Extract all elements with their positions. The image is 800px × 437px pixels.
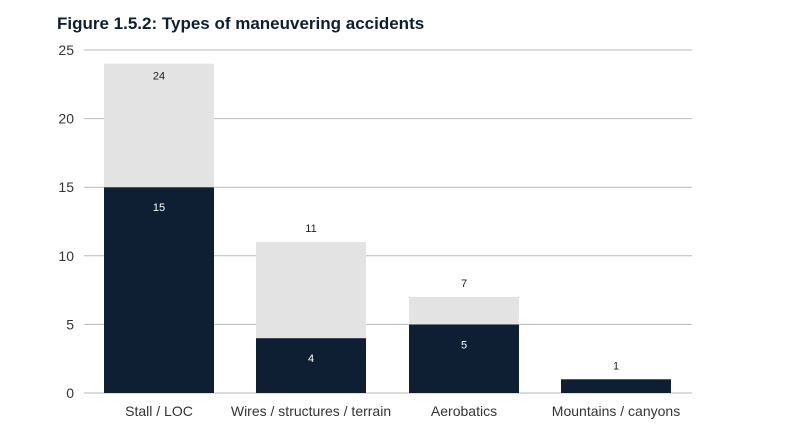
bar-segment-lower-3 — [409, 324, 519, 393]
y-tick-label: 5 — [66, 316, 74, 332]
x-axis-category-labels: Stall / LOC Wires / structures / terrain A… — [125, 403, 680, 419]
data-label-total: 24 — [153, 71, 165, 83]
bar-segment-upper-3 — [409, 296, 519, 325]
bars — [104, 63, 671, 393]
y-tick-label: 0 — [66, 385, 74, 401]
data-label-lower: 5 — [461, 339, 467, 351]
y-tick-label: 25 — [58, 42, 74, 58]
data-label-total: 7 — [461, 278, 467, 290]
y-tick-label: 15 — [58, 179, 74, 195]
bar-segment-upper-2 — [256, 242, 366, 339]
data-label-lower: 4 — [308, 353, 314, 365]
data-label-total: 11 — [305, 223, 316, 235]
y-axis-tick-labels: 0 5 10 15 20 25 — [58, 42, 74, 401]
data-labels: 15 24 4 11 5 7 1 — [153, 71, 619, 373]
y-tick-label: 10 — [58, 248, 74, 264]
y-tick-label: 20 — [58, 111, 74, 127]
bar-segment-lower-1 — [104, 187, 214, 393]
x-category-label: Stall / LOC — [125, 403, 193, 419]
x-category-label: Aerobatics — [431, 403, 497, 419]
bar-segment-lower-4 — [561, 379, 671, 393]
chart-title: Figure 1.5.2: Types of maneuvering accid… — [57, 14, 425, 33]
data-label-lower: 15 — [153, 202, 165, 214]
x-category-label: Wires / structures / terrain — [231, 403, 391, 419]
x-category-label: Mountains / canyons — [552, 403, 680, 419]
data-label-total: 1 — [613, 360, 619, 372]
bar-segment-upper-1 — [104, 63, 214, 188]
bar-segment-lower-2 — [256, 338, 366, 393]
